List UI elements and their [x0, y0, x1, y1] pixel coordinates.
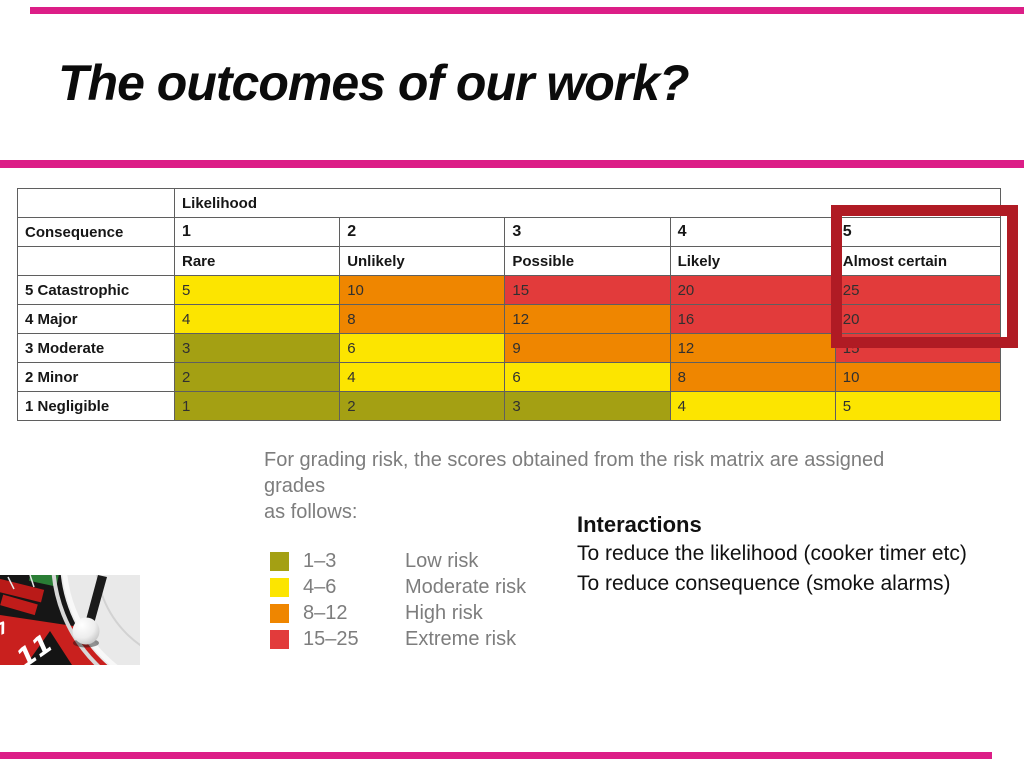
matrix-cell: 16: [670, 305, 836, 334]
matrix-cell: 3: [505, 392, 671, 421]
legend-swatch: [270, 577, 289, 597]
matrix-cell: 9: [505, 334, 671, 363]
matrix-col-number: 5: [835, 218, 1001, 247]
red-pocket: [0, 576, 45, 603]
matrix-col-name: Likely: [670, 247, 836, 276]
matrix-cell: 2: [175, 363, 341, 392]
pocket-divider: [29, 575, 35, 588]
matrix-cell: 10: [340, 276, 506, 305]
legend-swatch: [270, 629, 289, 649]
matrix-cell: 5: [175, 276, 341, 305]
matrix-col-name: Almost certain: [835, 247, 1001, 276]
legend-row: 1–3 Low risk: [270, 548, 526, 574]
red-pocket: [0, 594, 38, 616]
matrix-row-label: 3 Moderate: [18, 334, 175, 363]
legend-row: 8–12 High risk: [270, 600, 526, 626]
matrix-row-label: 5 Catastrophic: [18, 276, 175, 305]
matrix-col-number: 2: [340, 218, 506, 247]
matrix-col-number: 4: [670, 218, 836, 247]
matrix-cell: 1: [175, 392, 341, 421]
matrix-cell: 20: [670, 276, 836, 305]
grading-note-line: grades: [264, 475, 326, 497]
legend-range: 15–25: [303, 627, 359, 650]
legend-label: High risk: [405, 601, 483, 624]
wheel-cone: [60, 575, 140, 665]
black-pocket: [26, 631, 72, 665]
grading-note-line: as follows:: [264, 501, 358, 523]
matrix-row-label: 4 Major: [18, 305, 175, 334]
interactions-heading: Interactions: [577, 512, 702, 537]
matrix-cell: 5: [835, 392, 1001, 421]
legend-label: Low risk: [405, 549, 479, 572]
matrix-cell: 10: [835, 363, 1001, 392]
legend: 1–3 Low risk 4–6 Moderate risk 8–12 High risk…: [270, 548, 526, 652]
matrix-empty-cell: [18, 247, 175, 276]
matrix-cell: 20: [835, 305, 1001, 334]
highlight-box: [831, 205, 1018, 348]
matrix-cell: 4: [670, 392, 836, 421]
matrix-col-number: 1: [175, 218, 341, 247]
matrix-cell: 12: [505, 305, 671, 334]
legend-range: 8–12: [303, 601, 348, 624]
wheel-slot: [84, 575, 107, 631]
title-rule: [0, 160, 1024, 168]
matrix-cell: 8: [340, 305, 506, 334]
matrix-row-label: 2 Minor: [18, 363, 175, 392]
legend-label: Extreme risk: [405, 627, 517, 650]
matrix-row-label: 1 Negligible: [18, 392, 175, 421]
matrix-cell: 4: [175, 305, 341, 334]
matrix-cell: 4: [340, 363, 506, 392]
grading-note-line: For grading risk, the scores obtained fr…: [264, 449, 885, 471]
matrix-col-name: Possible: [505, 247, 671, 276]
legend-label: Moderate risk: [405, 575, 527, 598]
matrix-cell: 8: [670, 363, 836, 392]
matrix-cell: 6: [340, 334, 506, 363]
roulette-wheel-image: 11 7: [0, 575, 140, 665]
legend-row: 4–6 Moderate risk: [270, 574, 526, 600]
roulette-ball: [72, 617, 100, 645]
matrix-col-name: Rare: [175, 247, 341, 276]
matrix-consequence-header: Consequence: [18, 218, 175, 247]
page-title: The outcomes of our work?: [58, 55, 690, 111]
green-pocket: [28, 575, 59, 587]
legend-swatch: [270, 551, 289, 571]
legend-row: 15–25 Extreme risk: [270, 626, 526, 652]
legend-range: 4–6: [303, 575, 337, 598]
matrix-cell: 15: [505, 276, 671, 305]
matrix-cell: 2: [340, 392, 506, 421]
pocket-number-7: 7: [0, 618, 11, 640]
pocket-divider: [7, 576, 15, 590]
interactions-line: To reduce the likelihood (cooker timer e…: [577, 542, 967, 565]
matrix-col-name: Unlikely: [340, 247, 506, 276]
matrix-cell: 6: [505, 363, 671, 392]
matrix-cell: 3: [175, 334, 341, 363]
matrix-col-number: 3: [505, 218, 671, 247]
interactions-block: Interactions To reduce the likelihood (c…: [577, 511, 967, 599]
interactions-line: To reduce consequence (smoke alarms): [577, 572, 951, 595]
grading-note: For grading risk, the scores obtained fr…: [264, 447, 944, 525]
top-accent-bar: [30, 7, 1024, 14]
matrix-cell: 25: [835, 276, 1001, 305]
bottom-accent-bar: [0, 752, 992, 759]
matrix-cell: 12: [670, 334, 836, 363]
legend-range: 1–3: [303, 549, 337, 572]
legend-swatch: [270, 603, 289, 623]
matrix-corner-empty: [18, 189, 175, 218]
matrix-likelihood-header: Likelihood: [175, 189, 1001, 218]
